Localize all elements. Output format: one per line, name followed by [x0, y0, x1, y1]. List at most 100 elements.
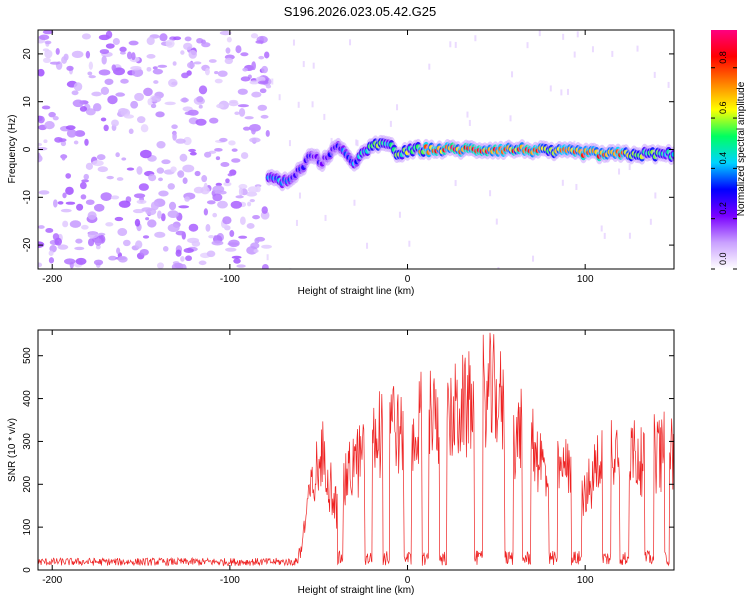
- spectrogram-noise-blob: [247, 201, 252, 207]
- spectrogram-noise-blob: [198, 260, 207, 266]
- spectrogram-noise-blob: [214, 78, 223, 84]
- spectrogram-noise-blob: [134, 208, 142, 213]
- spectrogram-noise-blob: [224, 247, 237, 252]
- spectrogram-noise-blob: [150, 103, 157, 109]
- spectrogram-faint-cell: [298, 192, 301, 199]
- spectrogram-noise-blob: [258, 55, 265, 60]
- spectrogram-noise-blob: [73, 82, 83, 91]
- spectrogram-noise-blob: [204, 67, 210, 76]
- spectrogram-noise-blob: [79, 105, 88, 112]
- spectrogram-noise-blob: [252, 214, 260, 220]
- spectrogram-ylabel: Frequency (Hz): [7, 115, 18, 184]
- spectrogram-faint-cell: [302, 61, 305, 68]
- spectrogram-noise-blob: [55, 47, 60, 55]
- spectrogram-noise-blob: [204, 151, 212, 158]
- spectrogram-noise-blob: [168, 201, 177, 211]
- spectrogram-faint-cell: [474, 35, 477, 42]
- spectrogram-noise-blob: [171, 262, 184, 269]
- spectrogram-noise-blob: [58, 138, 67, 142]
- spectrogram-noise-blob: [42, 48, 50, 52]
- spectrogram-faint-cell: [603, 232, 606, 239]
- spectrogram-faint-cell: [396, 104, 399, 111]
- spectrogram-noise-blob: [208, 234, 215, 239]
- spectrogram-noise-blob: [255, 40, 264, 44]
- spectrogram-noise-blob: [115, 152, 120, 158]
- spectrogram-noise-blob: [114, 216, 124, 222]
- spectrogram-noise-blob: [171, 124, 178, 130]
- spectrogram-noise-blob: [170, 166, 177, 173]
- spectrogram-noise-blob: [48, 250, 54, 256]
- spectrogram-faint-cell: [526, 42, 529, 49]
- spectrogram-noise-blob: [156, 167, 165, 174]
- spectrogram-noise-blob: [44, 40, 52, 45]
- spectrogram-noise-blob: [224, 57, 233, 65]
- spectrogram-xtick-label: -200: [42, 274, 62, 285]
- spectrogram-faint-cell: [297, 101, 300, 108]
- spectrogram-noise-blob: [178, 205, 190, 209]
- spectrogram-faint-cell: [611, 50, 614, 57]
- spectrogram-ytick-label: 20: [22, 48, 33, 60]
- snr-x-ticks: -200 -100 0 100: [42, 330, 594, 586]
- spectrogram-noise-blob: [118, 200, 131, 208]
- spectrogram-noise-blob: [229, 230, 235, 238]
- spectrogram-noise-blob: [138, 183, 149, 191]
- spectrogram-noise-blob: [175, 138, 186, 144]
- spectrogram-noise-blob: [259, 88, 267, 94]
- spectrogram-noise-blob: [244, 116, 254, 120]
- spectrogram-faint-cell: [549, 85, 552, 92]
- spectrogram-noise-blob: [240, 76, 251, 82]
- spectrogram-noise-blob: [52, 116, 59, 121]
- spectrogram-noise-blob: [88, 61, 94, 70]
- spectrogram-noise-blob: [231, 158, 241, 163]
- spectrogram-noise-blob: [251, 127, 256, 135]
- spectrogram-faint-cell: [628, 232, 631, 239]
- spectrogram-noise-blob: [150, 201, 159, 211]
- spectrogram-noise-blob: [209, 117, 219, 124]
- spectrogram-faint-cell: [288, 140, 291, 147]
- spectrogram-noise-blob: [223, 181, 232, 187]
- spectrogram-noise-blob: [253, 249, 259, 253]
- spectrogram-noise-blob: [43, 139, 48, 144]
- spectrogram-faint-cell: [389, 120, 392, 127]
- spectrogram-noise-blob: [120, 51, 126, 55]
- spectrogram-noise-blob: [180, 256, 185, 262]
- spectrogram-noise-blob: [134, 92, 144, 102]
- spectrogram-noise-blob: [238, 187, 243, 196]
- spectrogram-noise-blob: [75, 238, 83, 244]
- spectrogram-noise-blob: [242, 126, 251, 131]
- spectrogram-noise-blob: [240, 152, 249, 159]
- spectrogram-noise-blob: [65, 201, 76, 205]
- spectrogram-noise-blob: [187, 61, 195, 69]
- spectrogram-faint-cell: [653, 71, 656, 78]
- spectrogram-noise-blob: [234, 111, 240, 116]
- spectrogram-noise-blob: [44, 121, 55, 130]
- spectrogram-noise-blob: [130, 100, 139, 109]
- spectrogram-noise-blob: [84, 138, 89, 146]
- snr-xtick-label: -100: [220, 575, 240, 586]
- spectrogram-noise-blob: [75, 257, 87, 265]
- spectrogram-noise-blob: [100, 86, 110, 96]
- spectrogram-noise-blob: [236, 264, 246, 268]
- spectrogram-ytick-label: 0: [22, 146, 33, 152]
- snr-ytick-label: 400: [22, 390, 33, 407]
- spectrogram-noise-blob: [72, 99, 84, 108]
- spectrogram-noise-blob: [85, 199, 95, 205]
- spectrogram-noise-blob: [217, 200, 228, 209]
- spectrogram-noise-blob: [172, 132, 177, 141]
- spectrogram-faint-cell: [654, 192, 657, 199]
- spectrogram-noise-blob: [48, 257, 55, 264]
- colorbar: 0.0 0.2 0.4 0.6 0.8 Normalized spectral ampl…: [711, 30, 747, 270]
- spectrogram-noise-blob: [219, 137, 228, 142]
- spectrogram-noise-blob: [153, 80, 159, 84]
- spectrogram-noise-blob: [240, 216, 246, 225]
- spectrogram-noise-blob: [212, 193, 223, 202]
- snr-ytick-label: 300: [22, 433, 33, 450]
- spectrogram-noise-blob: [147, 98, 153, 106]
- spectrogram-noise-blob: [265, 84, 272, 89]
- spectrogram-noise-blob: [57, 201, 64, 205]
- spectrogram-faint-cell: [468, 119, 471, 126]
- spectrogram-noise-blob: [230, 200, 243, 209]
- spectrogram-noise-blob: [228, 140, 236, 146]
- spectrogram-noise-blob: [152, 66, 158, 70]
- spectrogram-noise-blob: [105, 222, 114, 227]
